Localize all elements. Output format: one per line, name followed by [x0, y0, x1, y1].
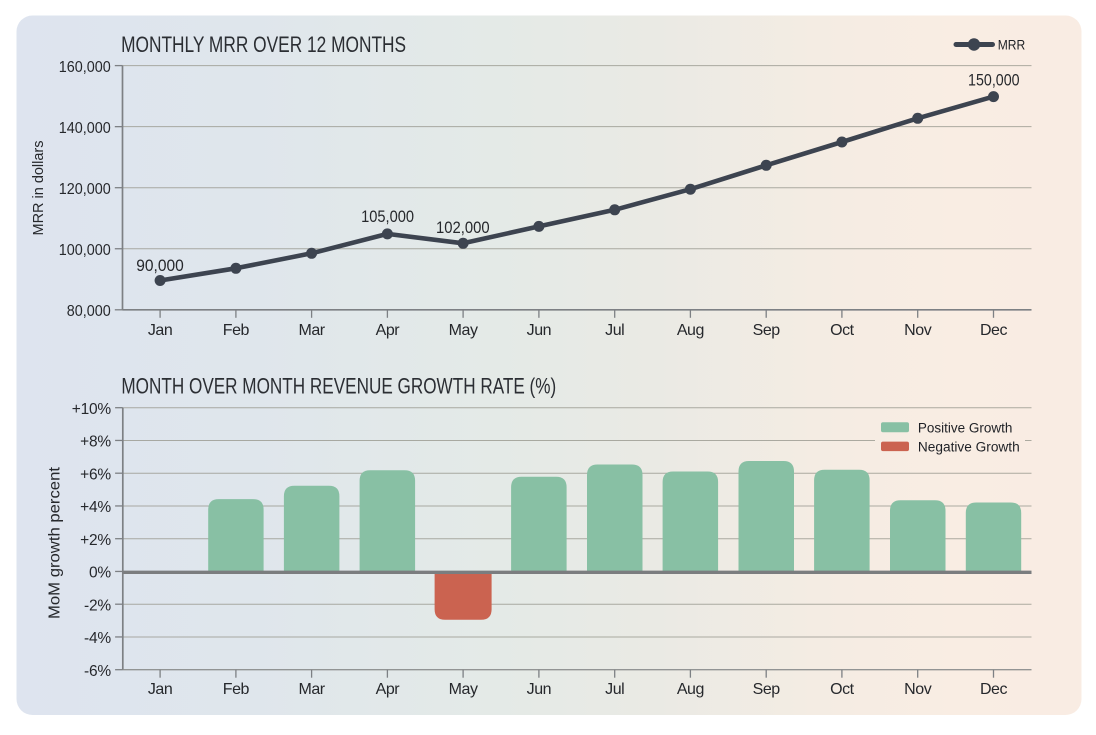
- svg-text:Dec: Dec: [980, 322, 1008, 339]
- svg-text:-4%: -4%: [84, 630, 111, 647]
- svg-text:+10%: +10%: [72, 401, 112, 418]
- svg-text:Sep: Sep: [753, 322, 781, 339]
- svg-text:+2%: +2%: [80, 532, 111, 549]
- svg-text:Positive Growth: Positive Growth: [918, 420, 1013, 435]
- svg-text:120,000: 120,000: [59, 181, 111, 198]
- svg-text:90,000: 90,000: [136, 257, 184, 275]
- svg-text:MRR: MRR: [998, 38, 1026, 53]
- svg-text:+4%: +4%: [80, 499, 111, 516]
- svg-text:Jan: Jan: [148, 322, 172, 339]
- svg-text:Oct: Oct: [830, 681, 855, 698]
- svg-text:Apr: Apr: [376, 681, 401, 698]
- svg-text:Aug: Aug: [677, 681, 704, 698]
- svg-text:Nov: Nov: [904, 681, 932, 698]
- svg-text:Jun: Jun: [527, 681, 551, 698]
- svg-text:Feb: Feb: [223, 681, 250, 698]
- svg-text:May: May: [449, 322, 478, 339]
- svg-text:MoM growth percent: MoM growth percent: [47, 466, 64, 619]
- svg-text:Jan: Jan: [148, 681, 172, 698]
- svg-text:+8%: +8%: [80, 434, 111, 451]
- svg-text:Sep: Sep: [753, 681, 781, 698]
- svg-text:May: May: [449, 681, 478, 698]
- svg-text:-2%: -2%: [84, 597, 111, 614]
- svg-text:MONTH OVER MONTH REVENUE GROWT: MONTH OVER MONTH REVENUE GROWTH RATE (%): [121, 373, 556, 398]
- svg-text:Jun: Jun: [527, 322, 551, 339]
- svg-text:102,000: 102,000: [436, 219, 490, 237]
- svg-text:Oct: Oct: [830, 322, 855, 339]
- svg-text:105,000: 105,000: [361, 208, 414, 226]
- svg-text:150,000: 150,000: [968, 72, 1020, 90]
- svg-text:+6%: +6%: [80, 466, 111, 483]
- svg-text:Negative Growth: Negative Growth: [918, 439, 1020, 454]
- svg-text:0%: 0%: [89, 565, 111, 582]
- svg-text:MRR in dollars: MRR in dollars: [30, 141, 47, 236]
- svg-text:Dec: Dec: [980, 681, 1008, 698]
- svg-text:MONTHLY MRR OVER 12 MONTHS: MONTHLY MRR OVER 12 MONTHS: [121, 32, 406, 57]
- svg-text:Jul: Jul: [605, 681, 624, 698]
- svg-text:160,000: 160,000: [59, 59, 111, 76]
- svg-text:100,000: 100,000: [59, 242, 111, 259]
- svg-text:80,000: 80,000: [67, 303, 111, 320]
- svg-text:Nov: Nov: [904, 322, 932, 339]
- svg-text:Aug: Aug: [677, 322, 704, 339]
- svg-text:Mar: Mar: [298, 322, 325, 339]
- svg-text:140,000: 140,000: [59, 120, 111, 137]
- svg-text:Feb: Feb: [223, 322, 250, 339]
- svg-text:Jul: Jul: [605, 322, 624, 339]
- svg-text:Apr: Apr: [376, 322, 401, 339]
- svg-text:Mar: Mar: [298, 681, 325, 698]
- svg-text:-6%: -6%: [84, 663, 111, 680]
